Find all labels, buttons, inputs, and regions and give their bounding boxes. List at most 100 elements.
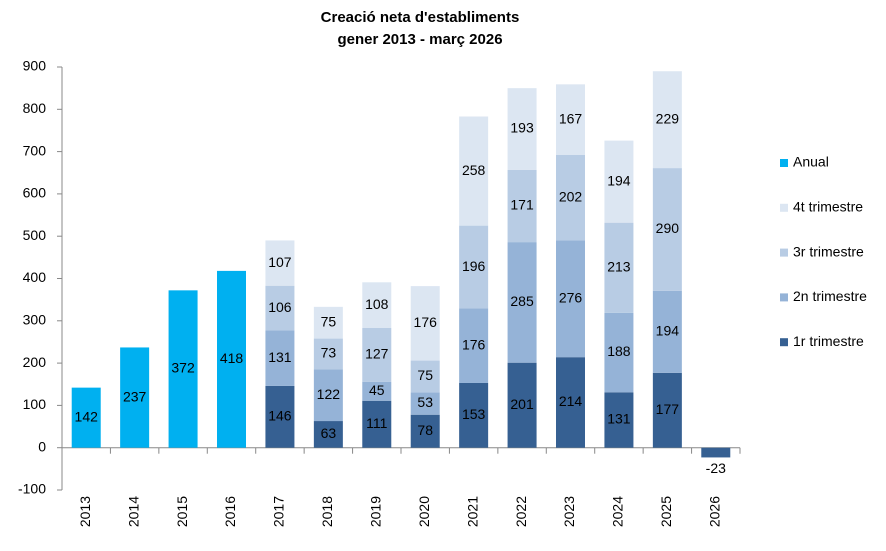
data-label: 188 — [607, 343, 631, 359]
bar-segment — [410, 392, 440, 415]
data-label: 45 — [369, 382, 385, 398]
data-label: 142 — [75, 408, 99, 424]
data-label: 214 — [559, 393, 583, 409]
legend-swatch — [780, 338, 788, 347]
bar-segment — [652, 372, 682, 448]
legend-label: Anual — [793, 154, 829, 170]
data-label: 202 — [559, 188, 583, 204]
bar-segment — [459, 116, 489, 226]
legend-swatch — [780, 203, 788, 212]
data-label: 75 — [321, 313, 337, 329]
x-tick-label: 2021 — [464, 496, 480, 527]
bar-segment — [556, 240, 585, 358]
legend-label: 2n trimestre — [793, 288, 867, 304]
y-tick-label: 700 — [23, 142, 47, 158]
data-label: 290 — [656, 220, 680, 236]
legend-label: 3r trimestre — [793, 243, 864, 259]
bar-segment — [362, 327, 392, 382]
bar-segment — [265, 330, 295, 386]
chart-title: Creació neta d'establiments — [321, 9, 520, 26]
bar-segment — [120, 347, 150, 448]
bar-segment — [313, 421, 343, 448]
legend-swatch — [780, 293, 788, 302]
bar-segment — [410, 286, 440, 361]
bar-segment — [265, 240, 295, 286]
data-label: 237 — [123, 388, 147, 404]
x-tick-label: 2017 — [271, 496, 287, 527]
data-label: 167 — [559, 110, 583, 126]
bar-segment — [362, 400, 392, 448]
data-label: 111 — [366, 415, 387, 431]
data-label: 75 — [417, 367, 433, 383]
chart-subtitle: gener 2013 - març 2026 — [337, 31, 502, 48]
bar-segment — [556, 154, 585, 241]
x-tick-label: 2014 — [125, 496, 141, 527]
data-label: 176 — [414, 314, 438, 330]
bar-segment — [410, 360, 440, 393]
bar-segment — [313, 338, 343, 370]
data-label: 372 — [171, 360, 195, 376]
bar-segment — [313, 369, 343, 422]
data-label: 418 — [220, 350, 244, 366]
data-label: 196 — [462, 258, 486, 274]
bar-segment — [362, 282, 392, 328]
bar-segment — [507, 88, 537, 170]
x-tick-label: 2018 — [319, 496, 335, 527]
data-label: 193 — [510, 120, 534, 136]
x-tick-label: 2016 — [222, 496, 238, 527]
x-tick-label: 2026 — [706, 496, 722, 527]
data-label: 194 — [607, 172, 631, 188]
y-tick-label: 200 — [23, 354, 47, 370]
data-label: 229 — [656, 110, 680, 126]
legend-swatch — [780, 159, 788, 167]
data-label: 285 — [510, 293, 534, 309]
bar-segment — [459, 382, 489, 448]
bar-segment — [604, 392, 634, 448]
x-tick-label: 2022 — [513, 496, 529, 527]
y-tick-label: 500 — [23, 227, 47, 243]
data-label: 171 — [510, 197, 534, 213]
data-label: 107 — [268, 254, 292, 270]
x-tick-label: 2019 — [367, 496, 383, 527]
bar-segment — [168, 290, 198, 448]
y-tick-label: 900 — [23, 58, 47, 74]
bar-segment — [265, 285, 295, 331]
y-tick-label: 300 — [23, 312, 47, 328]
y-tick-label: 0 — [38, 438, 46, 454]
legend-label: 4t trimestre — [793, 199, 863, 215]
data-label: 106 — [268, 299, 292, 315]
data-label: -23 — [706, 460, 726, 476]
bar-segment — [604, 312, 634, 393]
x-tick-label: 2024 — [610, 496, 626, 527]
data-label: 127 — [365, 346, 389, 362]
data-label: 122 — [317, 386, 341, 402]
bar-segment — [265, 385, 295, 448]
data-label: 63 — [321, 425, 337, 441]
data-label: 176 — [462, 336, 486, 352]
y-tick-label: 600 — [23, 185, 47, 201]
data-label: 131 — [607, 411, 631, 427]
bar-segment — [556, 84, 585, 155]
y-tick-label: 400 — [23, 269, 47, 285]
legend-label: 1r trimestre — [793, 333, 864, 349]
bar-segment — [459, 308, 489, 383]
bar-segment — [313, 306, 343, 339]
x-tick-label: 2020 — [416, 496, 432, 527]
bar-segment — [410, 414, 440, 448]
bar-segment — [362, 381, 392, 401]
data-label: 276 — [559, 290, 583, 306]
y-tick-label: -100 — [18, 481, 46, 497]
bar-segment — [652, 290, 682, 373]
x-tick-label: 2025 — [658, 496, 674, 527]
bar-segment — [459, 225, 489, 309]
bar-segment — [217, 270, 246, 448]
data-label: 201 — [510, 396, 534, 412]
data-label: 73 — [321, 345, 337, 361]
bar-segment — [507, 242, 537, 363]
data-label: 258 — [462, 162, 486, 178]
x-tick-label: 2015 — [174, 496, 190, 527]
bar-segment — [604, 222, 634, 313]
bar-segment — [71, 387, 101, 448]
data-label: 78 — [417, 422, 433, 438]
data-label: 194 — [656, 323, 680, 339]
